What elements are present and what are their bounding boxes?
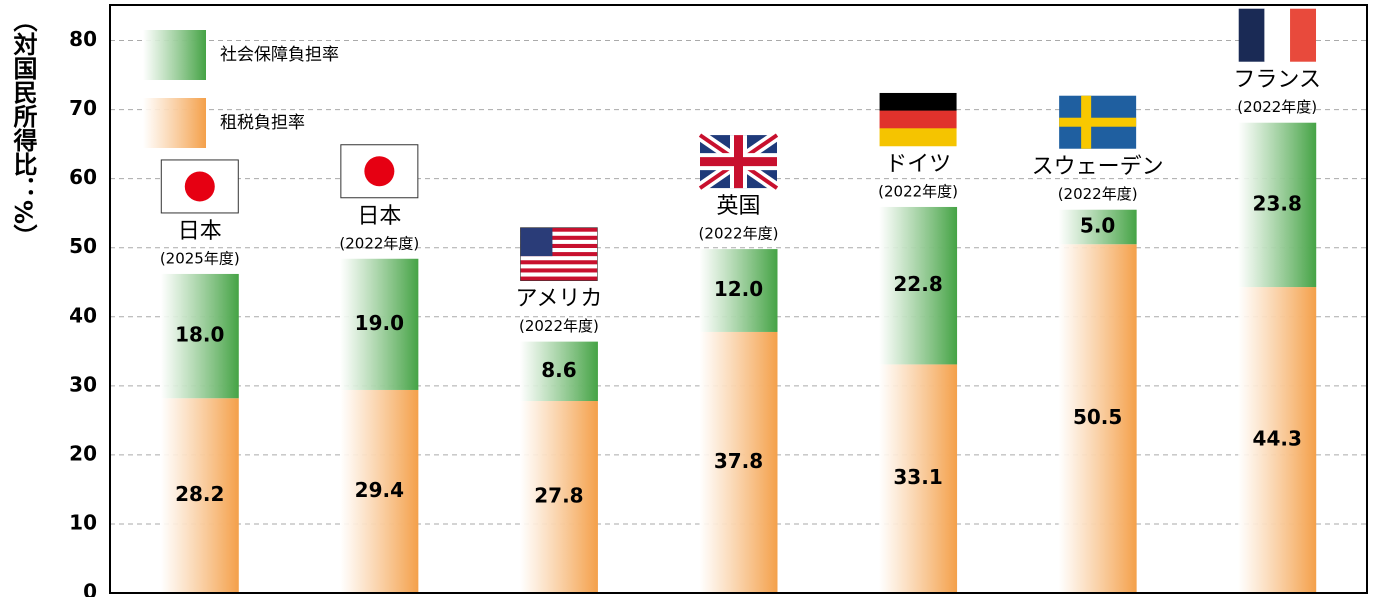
flag-icon xyxy=(340,144,419,199)
category-year: (2025年度) xyxy=(160,249,240,267)
flag-icon xyxy=(696,130,781,193)
y-tick-label: 10 xyxy=(69,510,97,534)
bar-segment xyxy=(519,401,598,593)
y-tick-label: 70 xyxy=(69,96,97,120)
value-label: 44.3 xyxy=(1253,427,1302,451)
flag xyxy=(520,264,598,269)
flag-icon xyxy=(160,159,239,214)
bar-segment xyxy=(519,341,598,402)
y-tick-label: 20 xyxy=(69,441,97,465)
bar-segment xyxy=(160,273,239,399)
flag xyxy=(520,243,598,249)
value-label: 28.2 xyxy=(175,482,224,506)
bar-segment xyxy=(699,331,778,593)
y-tick-label: 60 xyxy=(69,165,97,189)
flag xyxy=(700,135,777,189)
flag-icon xyxy=(879,92,957,147)
bar-segment xyxy=(340,258,419,390)
bar-segment xyxy=(340,389,419,593)
category-label: ドイツ xyxy=(885,152,951,177)
y-tick-label: 40 xyxy=(69,303,97,327)
legend-swatch xyxy=(143,98,206,148)
flag xyxy=(520,227,598,281)
flag xyxy=(364,156,395,187)
value-label: 27.8 xyxy=(534,484,583,508)
flag xyxy=(1238,8,1265,62)
y-tick-label: 0 xyxy=(83,580,97,597)
flag-icon xyxy=(1059,95,1137,149)
y-tick-label: 80 xyxy=(69,27,97,51)
flag xyxy=(520,248,598,253)
flag xyxy=(184,171,215,202)
value-label: 23.8 xyxy=(1253,191,1302,215)
flag xyxy=(520,227,553,257)
flag xyxy=(520,272,598,277)
flag xyxy=(520,268,598,273)
y-axis-label: （対国民所得比：%） xyxy=(9,8,38,248)
flag xyxy=(520,256,598,261)
category-year: (2022年度) xyxy=(339,234,419,252)
category-year: (2022年度) xyxy=(519,317,599,335)
value-label: 50.5 xyxy=(1073,405,1122,429)
flag xyxy=(879,92,957,111)
legend-label: 租税負担率 xyxy=(220,113,305,133)
category-label: 日本 xyxy=(357,204,401,229)
bar-segment xyxy=(1238,287,1317,593)
value-label: 22.8 xyxy=(893,272,942,296)
flag xyxy=(520,252,598,257)
category-label: 英国 xyxy=(716,194,760,219)
y-tick-label: 50 xyxy=(69,234,97,258)
flag xyxy=(879,128,957,147)
flag-icon xyxy=(1238,8,1317,62)
category-year: (2022年度) xyxy=(1058,185,1138,203)
category-label: スウェーデン xyxy=(1032,155,1164,180)
flag xyxy=(520,235,598,241)
value-label: 5.0 xyxy=(1080,213,1115,237)
bar-segment xyxy=(1058,209,1137,245)
category-label: アメリカ xyxy=(515,287,602,312)
bar-segment xyxy=(1058,244,1137,594)
bar-segment xyxy=(879,206,958,365)
category-label: フランス xyxy=(1233,68,1321,93)
flag xyxy=(879,110,957,129)
flag-icon xyxy=(520,227,598,281)
category-year: (2022年度) xyxy=(878,182,958,200)
value-label: 29.4 xyxy=(355,478,404,502)
flag xyxy=(1290,8,1317,62)
flag xyxy=(520,260,598,265)
flag xyxy=(520,239,598,245)
flag xyxy=(1264,8,1291,62)
legend-label: 社会保障負担率 xyxy=(220,45,339,65)
value-label: 8.6 xyxy=(541,358,576,382)
category-label: 日本 xyxy=(178,219,222,244)
bar-segment xyxy=(160,398,239,593)
value-label: 33.1 xyxy=(893,465,942,489)
bar-segment xyxy=(1238,122,1317,288)
category-year: (2022年度) xyxy=(699,225,779,243)
legend-swatch xyxy=(143,30,206,80)
y-tick-label: 30 xyxy=(69,372,97,396)
flag xyxy=(520,227,598,233)
flag xyxy=(1059,117,1137,127)
value-label: 37.8 xyxy=(714,449,763,473)
flag xyxy=(520,231,598,237)
value-label: 12.0 xyxy=(714,277,763,301)
bar-segment xyxy=(699,249,778,332)
value-label: 19.0 xyxy=(355,311,404,335)
bar-segment xyxy=(879,364,958,593)
value-label: 18.0 xyxy=(175,323,224,347)
flag xyxy=(520,276,598,281)
category-year: (2022年度) xyxy=(1237,98,1317,116)
plot-border xyxy=(109,4,1368,594)
